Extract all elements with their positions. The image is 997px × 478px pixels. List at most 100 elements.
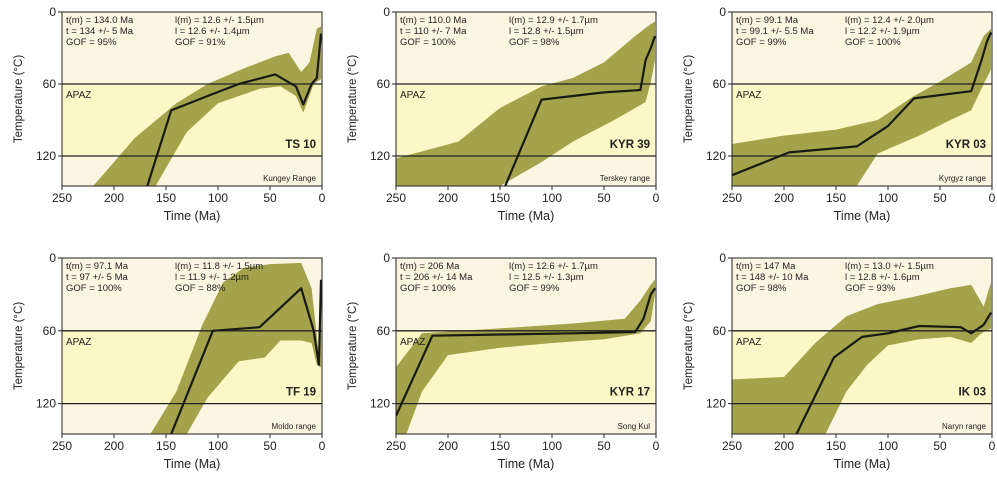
stat-length-measured: l(m) = 12.6 +/- 1.7µm xyxy=(509,261,598,272)
x-tick-label: 150 xyxy=(826,191,846,205)
stat-length-measured: l(m) = 12.9 +/- 1.7µm xyxy=(509,15,598,26)
good-fit-envelope xyxy=(93,26,321,186)
x-tick-label: 100 xyxy=(208,439,228,453)
apaz-label: APAZ xyxy=(736,337,761,348)
stat-age-modelled: t = 148 +/- 10 Ma xyxy=(736,272,809,283)
best-fit-path xyxy=(170,279,322,434)
stat-age-measured: t(m) = 206 Ma xyxy=(400,261,460,272)
x-tick-label: 100 xyxy=(208,191,228,205)
stat-length-modelled: l = 12.5 +/- 1.3µm xyxy=(509,272,584,283)
x-tick-label: 150 xyxy=(156,191,176,205)
region-label: Naryn range xyxy=(942,422,987,431)
stat-age-modelled: t = 206 +/- 14 Ma xyxy=(400,272,473,283)
x-tick-label: 0 xyxy=(989,191,996,205)
stat-age-gof: GOF = 99% xyxy=(736,37,787,48)
stat-age-modelled: t = 134 +/- 5 Ma xyxy=(66,26,134,37)
stat-length-measured: l(m) = 12.6 +/- 1.5µm xyxy=(175,15,264,26)
x-tick-label: 150 xyxy=(156,439,176,453)
best-fit-path xyxy=(504,35,656,186)
x-tick-label: 250 xyxy=(722,439,742,453)
x-tick-label: 150 xyxy=(490,191,510,205)
y-axis-label: Temperature (°C) xyxy=(347,302,359,390)
x-tick-label: 50 xyxy=(263,439,277,453)
y-tick-label: 0 xyxy=(383,251,390,265)
x-tick-label: 0 xyxy=(653,191,660,205)
stat-age-gof: GOF = 100% xyxy=(400,283,456,294)
stat-length-modelled: l = 12.2 +/- 1.9µm xyxy=(845,26,920,37)
stat-age-modelled: t = 97 +/- 5 Ma xyxy=(66,272,128,283)
region-label: Terskey range xyxy=(600,174,651,183)
best-fit-path xyxy=(396,287,656,417)
stat-age-measured: t(m) = 134.0 Ma xyxy=(66,15,134,26)
y-tick-label: 120 xyxy=(370,397,390,411)
y-axis-label: Temperature (°C) xyxy=(347,55,359,143)
x-tick-label: 250 xyxy=(52,191,72,205)
sample-id: KYR 17 xyxy=(610,387,650,399)
stat-age-gof: GOF = 100% xyxy=(66,283,122,294)
y-tick-label: 120 xyxy=(36,397,56,411)
x-tick-label: 50 xyxy=(597,439,611,453)
good-fit-envelope xyxy=(732,282,991,434)
apaz-label: APAZ xyxy=(66,90,91,101)
region-label: Kyrgyz range xyxy=(939,174,987,183)
y-tick-label: 60 xyxy=(377,77,391,91)
best-fit-path xyxy=(795,312,992,434)
plot-frame xyxy=(731,257,993,435)
y-axis-label: Temperature (°C) xyxy=(683,55,695,143)
stat-length-measured: l(m) = 11.8 +/- 1.5µm xyxy=(175,261,263,272)
x-tick-label: 150 xyxy=(490,439,510,453)
x-tick-label: 100 xyxy=(878,439,898,453)
region-label: Song Kul xyxy=(618,422,651,431)
x-tick-label: 250 xyxy=(52,439,72,453)
x-axis-label: Time (Ma) xyxy=(164,457,220,471)
apaz-label: APAZ xyxy=(400,90,425,101)
stat-length-modelled: l = 12.8 +/- 1.6µm xyxy=(845,272,920,283)
sample-id: KYR 39 xyxy=(610,139,650,151)
stat-age-gof: GOF = 98% xyxy=(736,283,787,294)
x-tick-label: 100 xyxy=(542,439,562,453)
stat-length-modelled: l = 12.6 +/- 1.4µm xyxy=(175,26,250,37)
x-axis-label: Time (Ma) xyxy=(834,457,890,471)
stat-length-measured: l(m) = 13.0 +/- 1.5µm xyxy=(845,261,934,272)
apaz-label: APAZ xyxy=(66,337,91,348)
plot-frame xyxy=(61,257,323,435)
x-tick-label: 250 xyxy=(386,191,406,205)
plot-frame xyxy=(61,11,323,187)
y-tick-label: 120 xyxy=(706,397,726,411)
y-tick-label: 0 xyxy=(49,251,56,265)
x-axis-label: Time (Ma) xyxy=(164,209,220,223)
x-tick-label: 200 xyxy=(774,191,794,205)
x-tick-label: 150 xyxy=(826,439,846,453)
y-tick-label: 0 xyxy=(719,251,726,265)
x-tick-label: 0 xyxy=(989,439,996,453)
sample-id: TS 10 xyxy=(285,139,316,151)
region-label: Moldo range xyxy=(272,422,317,431)
y-axis-label: Temperature (°C) xyxy=(13,302,25,390)
stat-age-measured: t(m) = 147 Ma xyxy=(736,261,796,272)
region-label: Kungey Range xyxy=(263,174,316,183)
stat-age-gof: GOF = 95% xyxy=(66,37,117,48)
stat-age-modelled: t = 110 +/- 7 Ma xyxy=(400,26,467,37)
good-fit-envelope xyxy=(732,28,991,186)
good-fit-envelope xyxy=(150,262,321,434)
apaz-label: APAZ xyxy=(400,337,425,348)
y-axis-label: Temperature (°C) xyxy=(683,302,695,390)
x-axis-label: Time (Ma) xyxy=(834,209,890,223)
plot-frame xyxy=(731,11,993,187)
y-tick-label: 60 xyxy=(377,324,391,338)
stat-length-gof: GOF = 98% xyxy=(509,37,560,48)
sample-id: KYR 03 xyxy=(946,139,986,151)
x-tick-label: 50 xyxy=(933,439,947,453)
good-fit-envelope xyxy=(396,21,655,186)
x-tick-label: 100 xyxy=(878,191,898,205)
x-tick-label: 0 xyxy=(319,439,326,453)
y-tick-label: 0 xyxy=(383,5,390,19)
x-tick-label: 50 xyxy=(933,191,947,205)
stat-age-measured: t(m) = 110.0 Ma xyxy=(400,15,467,26)
y-axis-label: Temperature (°C) xyxy=(13,55,25,143)
